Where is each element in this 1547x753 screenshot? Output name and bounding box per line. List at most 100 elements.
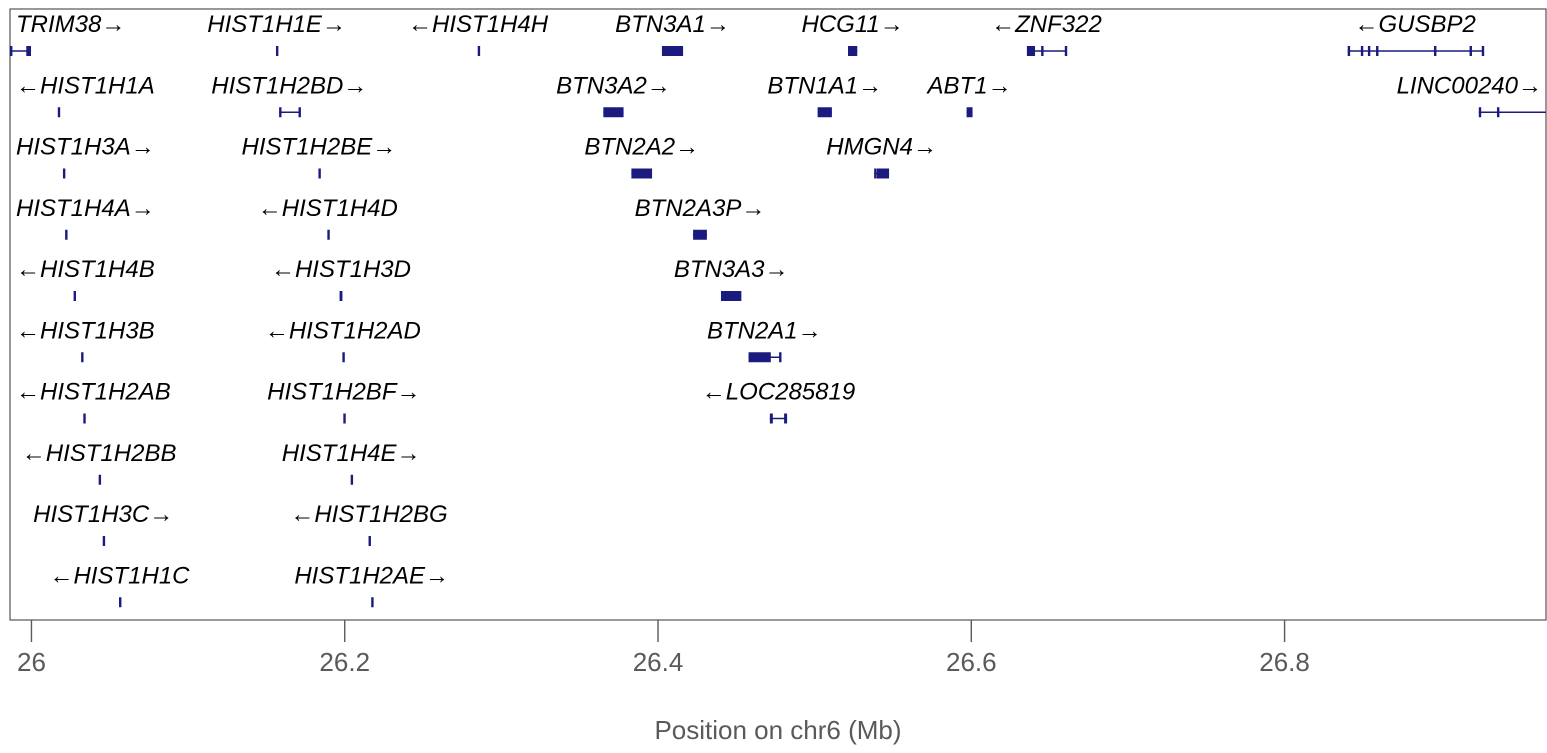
gene-layer: TRIM38→ HIST1H1E→ ←HIST1H4H BTN3A1→ HCG11→ ←Z… bbox=[10, 11, 1546, 608]
gene-label: ←HIST1H2BB bbox=[22, 440, 177, 467]
gene-btn2a3p: BTN2A3P→ bbox=[635, 195, 766, 240]
gene-label: HIST1H1E→ bbox=[207, 11, 346, 38]
gene-hcg11: HCG11→ bbox=[802, 11, 904, 56]
exon-block bbox=[1064, 46, 1068, 56]
exon-block bbox=[73, 291, 76, 301]
gene-label: BTN2A2→ bbox=[584, 134, 699, 161]
gene-gusbp2: ←GUSBP2 bbox=[1347, 11, 1485, 56]
exon-block bbox=[98, 474, 102, 485]
gene-label: ←HIST1H4H bbox=[408, 11, 549, 38]
exon-block bbox=[1481, 46, 1485, 56]
exon-block bbox=[1496, 107, 1500, 118]
x-axis-label: Position on chr6 (Mb) bbox=[654, 715, 901, 745]
exon-block bbox=[1041, 46, 1044, 56]
gene-hist1h2ae: HIST1H2AE→ bbox=[294, 562, 449, 608]
exon-block bbox=[720, 291, 742, 301]
gene-label: ←HIST1H1A bbox=[16, 72, 155, 99]
exon-block bbox=[1360, 46, 1364, 56]
exon-block bbox=[57, 107, 61, 118]
gene-label: ←HIST1H2AD bbox=[265, 317, 421, 344]
x-tick-label: 26 bbox=[17, 647, 46, 677]
exon-block bbox=[83, 413, 86, 424]
gene-label: BTN2A1→ bbox=[707, 317, 822, 344]
exon-block bbox=[1376, 46, 1379, 56]
exon-block bbox=[327, 229, 330, 240]
exon-block bbox=[339, 291, 343, 301]
x-tick-label: 26.8 bbox=[1259, 647, 1310, 677]
gene-label: ←LOC285819 bbox=[702, 379, 855, 406]
gene-label: BTN3A3→ bbox=[674, 256, 789, 283]
gene-label: BTN3A2→ bbox=[556, 72, 671, 99]
gene-btn2a1: BTN2A1→ bbox=[707, 317, 822, 363]
gene-linc00240: LINC00240→ bbox=[1397, 72, 1546, 118]
exon-block bbox=[318, 168, 321, 179]
gene-label: HCG11→ bbox=[802, 11, 904, 38]
gene-hist1h2bb: ←HIST1H2BB bbox=[22, 440, 177, 485]
exon-block bbox=[368, 536, 371, 546]
exon-block bbox=[279, 107, 282, 118]
exon-block bbox=[769, 413, 773, 424]
exon-block bbox=[298, 107, 301, 118]
exon-block bbox=[26, 46, 31, 56]
gene-hist1h2bf: HIST1H2BF→ bbox=[267, 379, 420, 424]
exon-block bbox=[874, 168, 877, 179]
exon-block bbox=[1347, 46, 1351, 56]
gene-hist1h3c: HIST1H3C→ bbox=[33, 501, 173, 546]
gene-label: HIST1H2BD→ bbox=[211, 72, 367, 99]
x-tick-label: 26.6 bbox=[946, 647, 997, 677]
exon-block bbox=[81, 352, 84, 363]
gene-hist1h2bg: ←HIST1H2BG bbox=[290, 501, 448, 546]
gene-hist1h2ad: ←HIST1H2AD bbox=[265, 317, 421, 363]
exon-block bbox=[876, 168, 890, 179]
gene-label: BTN2A3P→ bbox=[635, 195, 766, 222]
gene-label: ←HIST1H4D bbox=[258, 195, 398, 222]
exon-block bbox=[10, 46, 13, 56]
gene-btn3a1: BTN3A1→ bbox=[615, 11, 730, 56]
exon-block bbox=[1478, 107, 1482, 118]
gene-hist1h2bd: HIST1H2BD→ bbox=[211, 72, 367, 118]
gene-btn3a2: BTN3A2→ bbox=[556, 72, 671, 118]
gene-hist1h4h: ←HIST1H4H bbox=[408, 11, 549, 56]
gene-hmgn4: HMGN4→ bbox=[826, 134, 937, 179]
gene-btn1a1: BTN1A1→ bbox=[767, 72, 882, 118]
gene-abt1: ABT1→ bbox=[926, 72, 1012, 118]
gene-label: ←HIST1H3B bbox=[16, 317, 155, 344]
exon-block bbox=[693, 229, 707, 240]
exon-block bbox=[1469, 46, 1472, 56]
gene-hist1h1c: ←HIST1H1C bbox=[49, 562, 190, 608]
gene-label: ←HIST1H1C bbox=[49, 562, 190, 589]
exon-block bbox=[779, 352, 782, 363]
gene-label: HMGN4→ bbox=[826, 134, 937, 161]
exon-block bbox=[477, 46, 481, 56]
gene-trim38: TRIM38→ bbox=[10, 11, 125, 56]
gene-label: ←GUSBP2 bbox=[1355, 11, 1476, 38]
exon-block bbox=[342, 352, 345, 363]
exon-block bbox=[661, 46, 684, 56]
gene-hist1h2ab: ←HIST1H2AB bbox=[16, 379, 171, 424]
exon-block bbox=[748, 352, 771, 363]
gene-label: LINC00240→ bbox=[1397, 72, 1542, 99]
gene-hist1h3d: ←HIST1H3D bbox=[271, 256, 411, 301]
gene-hist1h4b: ←HIST1H4B bbox=[16, 256, 155, 301]
gene-hist1h1e: HIST1H1E→ bbox=[207, 11, 346, 56]
gene-label: HIST1H4A→ bbox=[16, 195, 155, 222]
exon-block bbox=[65, 229, 68, 240]
gene-label: ABT1→ bbox=[926, 72, 1012, 99]
plot-frame bbox=[9, 8, 1547, 621]
exon-block bbox=[1367, 46, 1371, 56]
gene-label: HIST1H3A→ bbox=[16, 134, 155, 161]
exon-block bbox=[350, 474, 354, 485]
gene-label: HIST1H4E→ bbox=[282, 440, 421, 467]
gene-hist1h3b: ←HIST1H3B bbox=[16, 317, 155, 363]
x-axis: 26 26.2 26.4 26.6 26.8 bbox=[17, 620, 1310, 677]
x-tick-label: 26.2 bbox=[319, 647, 370, 677]
gene-label: BTN1A1→ bbox=[767, 72, 882, 99]
gene-label: HIST1H2AE→ bbox=[294, 562, 449, 589]
exon-block bbox=[275, 46, 279, 56]
gene-label: ←ZNF322 bbox=[991, 11, 1102, 38]
gene-label: ←HIST1H4B bbox=[16, 256, 155, 283]
gene-btn3a3: BTN3A3→ bbox=[674, 256, 789, 301]
exon-block bbox=[603, 107, 624, 118]
exon-block bbox=[966, 107, 973, 118]
